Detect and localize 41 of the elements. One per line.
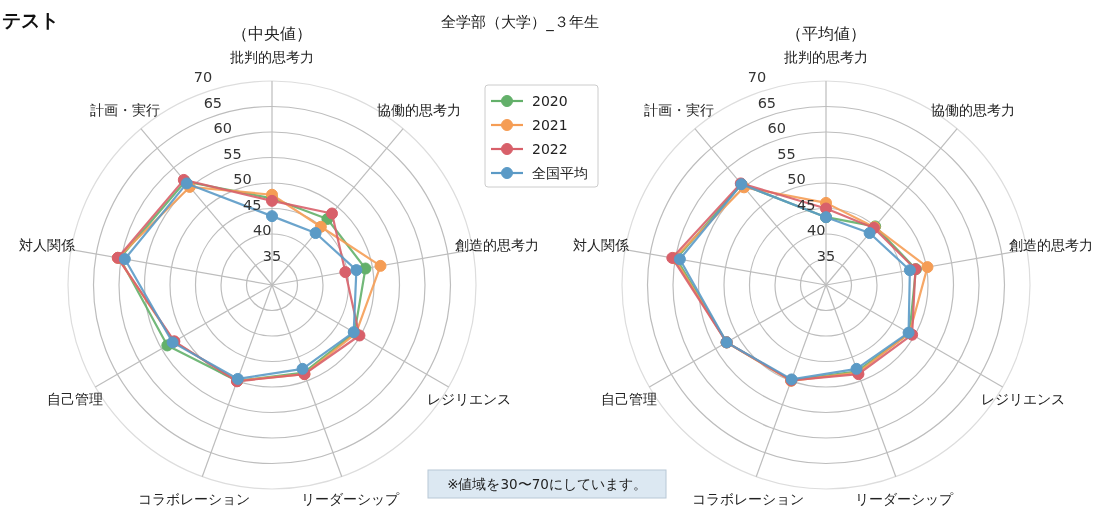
y-tick-label: 65 xyxy=(757,94,777,111)
y-tick-label: 35 xyxy=(816,247,836,264)
spoke-label: リーダーシップ xyxy=(854,491,954,508)
chart-title: 全学部（大学）_３年生 xyxy=(441,13,599,32)
note: ※値域を30〜70にしています。 xyxy=(427,469,667,499)
spoke-label: 対人関係 xyxy=(19,237,76,254)
spoke-label: 自己管理 xyxy=(46,391,103,407)
spoke-label: 批判的思考力 xyxy=(230,49,314,65)
y-tick-label: 55 xyxy=(777,145,796,162)
y-tick-label: 60 xyxy=(767,120,786,136)
y-tick-label: 55 xyxy=(223,145,242,162)
spoke-label: レジリエンス xyxy=(427,391,512,407)
spoke-label: 計画・実行 xyxy=(90,102,161,119)
spoke-label: 協働的思考力 xyxy=(930,102,1015,119)
legend-label: 2022 xyxy=(532,141,568,157)
legend-label: 2021 xyxy=(532,117,568,133)
y-tick-label: 50 xyxy=(233,171,252,187)
y-tick-label: 35 xyxy=(262,247,282,264)
legend-label: 2020 xyxy=(532,93,568,109)
chart-subtitle: （平均値） xyxy=(786,24,866,43)
spoke-label: リーダーシップ xyxy=(300,491,400,508)
spoke-label: コラボレーション xyxy=(692,491,805,508)
y-tick-label: 40 xyxy=(806,222,826,238)
spoke-label: 協働的思考力 xyxy=(376,102,461,119)
y-tick-label: 70 xyxy=(193,69,213,85)
legend-label: 全国平均 xyxy=(532,165,588,181)
y-tick-label: 70 xyxy=(747,69,767,85)
y-tick-label: 40 xyxy=(252,222,272,238)
y-tick-label: 65 xyxy=(203,94,223,111)
text: テスト xyxy=(2,9,59,31)
y-tick-label: 50 xyxy=(787,171,806,187)
spoke-label: 批判的思考力 xyxy=(784,49,868,65)
spoke-label: 計画・実行 xyxy=(644,102,715,119)
spoke-label: 自己管理 xyxy=(600,391,657,407)
chart-subtitle: （中央値） xyxy=(232,24,312,43)
spoke-label: 創造的思考力 xyxy=(454,237,539,254)
spoke-label: 対人関係 xyxy=(573,237,630,254)
spoke-label: コラボレーション xyxy=(138,491,251,508)
y-tick-label: 60 xyxy=(213,120,232,136)
spoke-label: 創造的思考力 xyxy=(1008,237,1093,254)
spoke-label: レジリエンス xyxy=(981,391,1066,407)
